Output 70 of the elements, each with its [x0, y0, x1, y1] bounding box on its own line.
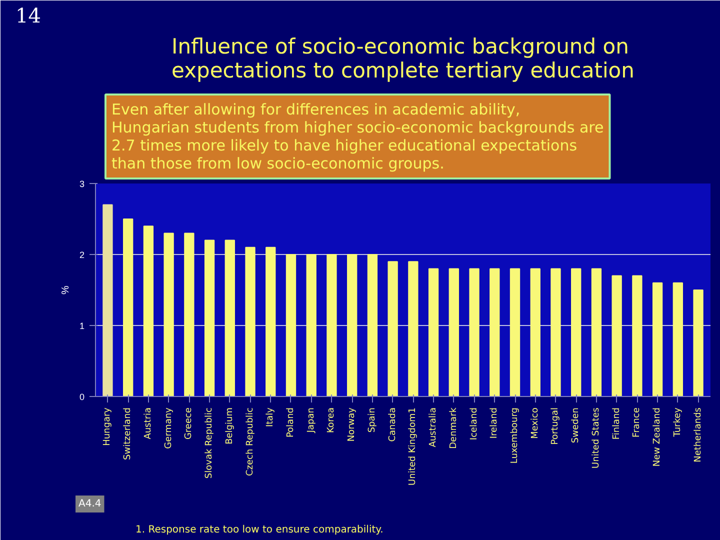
x-tick-label: Norway [347, 406, 358, 442]
bar [490, 268, 500, 396]
y-tick-label: 0 [79, 392, 85, 402]
y-axis-title: % [60, 285, 72, 294]
bar [469, 268, 480, 396]
bar [612, 275, 622, 396]
bar [632, 275, 642, 396]
x-tick-label: Finland [612, 407, 622, 440]
x-tick-label: New Zealand [652, 407, 663, 467]
bar [286, 254, 296, 396]
bar [388, 261, 398, 396]
x-tick-label: Turkey [672, 406, 683, 438]
text: Even after allowing for differences in academic ability, Hungarian students from higher socio-economic backgrounds are 2.7 times more likely to have higher educational expectations than those from low socio-economic groups. [112, 100, 604, 172]
x-tick-label: Netherlands [693, 407, 704, 462]
bar [245, 246, 256, 396]
x-tick-label: Hungary [102, 406, 113, 446]
x-tick-label: Luxembourg [510, 408, 520, 464]
bar [408, 261, 418, 396]
x-tick-label: Japan [306, 407, 316, 434]
x-tick-label: Korea [326, 408, 337, 434]
bar [326, 254, 337, 396]
bar [510, 268, 520, 396]
bar [347, 254, 358, 396]
x-tick-label: Poland [286, 408, 296, 438]
x-tick-label: United States [591, 407, 602, 468]
bar [591, 268, 602, 396]
x-tick-label: Italy [266, 406, 276, 428]
x-tick-label: Germany [164, 406, 174, 449]
x-tick-label: Denmark [448, 406, 459, 449]
bar [571, 268, 582, 396]
bar [224, 240, 235, 396]
bar [428, 268, 439, 396]
bar [123, 218, 134, 396]
bar [204, 240, 215, 396]
bar [164, 232, 174, 396]
x-tick-label: Iceland [469, 407, 480, 440]
x-tick-label: United Kingdom1 [408, 407, 418, 486]
bar [550, 268, 561, 396]
bar [102, 204, 113, 396]
x-tick-label: Portugal [550, 407, 561, 445]
chart-title: Influence of socio-economic background on expectations to complete tertiary education [172, 34, 634, 82]
x-tick-label: Spain [367, 407, 378, 433]
x-tick-label: Australia [428, 408, 439, 448]
x-tick-label: Switzerland [123, 407, 134, 460]
text: 1. Response rate too low to ensure comparability. [136, 524, 384, 536]
bar [266, 246, 276, 396]
bar [367, 254, 378, 396]
x-tick-label: Belgium [224, 407, 235, 444]
bar [652, 282, 663, 396]
bar [184, 232, 194, 396]
x-tick-label: Austria [143, 408, 154, 440]
x-tick-label: Mexico [530, 407, 540, 439]
y-tick-label: 3 [79, 179, 85, 189]
bar [672, 282, 683, 396]
x-tick-label: Sweden [571, 407, 582, 444]
bar [306, 254, 316, 396]
x-tick-label: Ireland [490, 407, 500, 439]
y-tick-label: 2 [79, 250, 85, 260]
bar [143, 226, 154, 396]
y-tick-label: 1 [79, 321, 85, 331]
bar [530, 268, 540, 396]
x-tick-label: Canada [388, 407, 398, 442]
x-tick-label: Greece [184, 407, 194, 440]
x-tick-label: Slovak Republic [204, 407, 215, 479]
text: A4.4 [78, 498, 102, 510]
x-tick-label: France [632, 407, 642, 438]
x-tick-label: Czech Republic [245, 407, 256, 476]
bar [693, 290, 704, 396]
bar [448, 268, 459, 396]
text: 14 [16, 4, 41, 28]
